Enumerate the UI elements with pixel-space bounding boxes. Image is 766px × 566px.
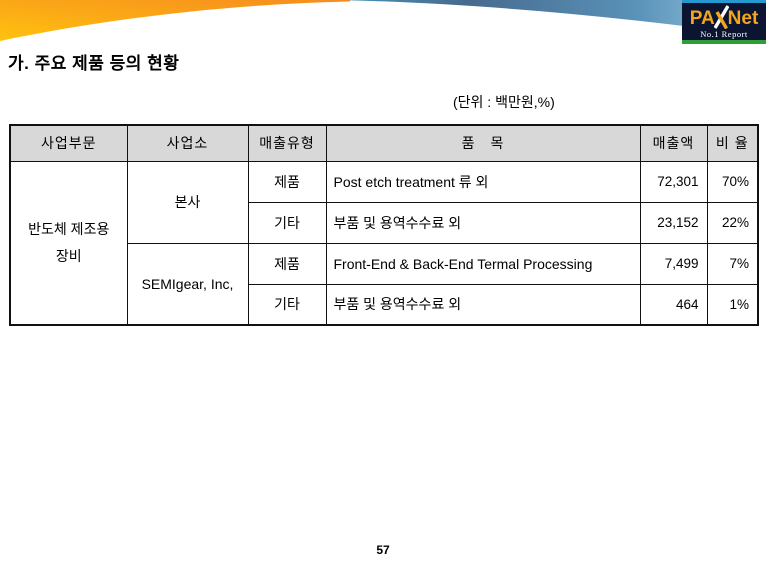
logo-tagline: No.1 Report — [700, 29, 748, 39]
col-header-sales-type: 매출유형 — [247, 124, 327, 162]
cell-ratio: 1% — [706, 283, 759, 326]
paxnet-logo: PA Net No.1 Report — [682, 0, 766, 44]
cell-office-headquarters: 본사 — [126, 160, 249, 244]
cell-item: Post etch treatment 류 외 — [325, 160, 641, 203]
cell-sales-type: 제품 — [247, 160, 327, 203]
col-header-ratio: 비 율 — [706, 124, 759, 162]
brand-suffix: Net — [727, 8, 759, 29]
cell-sales-type: 제품 — [247, 242, 327, 285]
page-number: 57 — [376, 543, 390, 557]
col-header-business-division: 사업부문 — [9, 124, 128, 162]
blue-wave-shape — [338, 0, 766, 37]
orange-wave-shape — [0, 0, 350, 41]
table-row: 기타 부품 및 용역수수료 외 23,152 22% — [10, 201, 759, 244]
cell-item: Front-End & Back-End Termal Processing — [325, 242, 641, 285]
cell-item: 부품 및 용역수수료 외 — [325, 201, 641, 244]
cell-ratio: 22% — [706, 201, 759, 244]
cell-ratio: 70% — [706, 160, 759, 203]
unit-note: (단위 : 백만원,%) — [453, 94, 555, 110]
cell-ratio: 7% — [706, 242, 759, 285]
cell-sales-amount: 23,152 — [639, 201, 708, 244]
cell-item: 부품 및 용역수수료 외 — [325, 283, 641, 326]
brand-x-icon — [713, 5, 729, 29]
cell-sales-type: 기타 — [247, 201, 327, 244]
table-row: 반도체 제조용 장비 본사 제품 Post etch treatment 류 외… — [9, 160, 759, 326]
cell-business-division: 반도체 제조용 장비 — [9, 160, 128, 326]
paxnet-brand: PA Net — [689, 4, 759, 29]
cell-sales-amount: 7,499 — [639, 242, 708, 285]
table-header-row: 사업부문 사업소 매출유형 품 목 매출액 비 율 — [9, 124, 759, 162]
cell-sales-amount: 72,301 — [639, 160, 708, 203]
col-header-sales-amount: 매출액 — [639, 124, 708, 162]
col-header-item: 품 목 — [325, 124, 641, 162]
cell-office-semigear: SEMIgear, Inc, — [126, 242, 249, 326]
table-row: 기타 부품 및 용역수수료 외 464 1% — [10, 283, 759, 326]
page-title: 가. 주요 제품 등의 현황 — [8, 54, 180, 73]
cell-sales-amount: 464 — [639, 283, 708, 326]
col-header-office: 사업소 — [126, 124, 249, 162]
brand-prefix: PA — [689, 8, 715, 29]
products-table: 사업부문 사업소 매출유형 품 목 매출액 비 율 반도체 제조용 장비 본사 … — [9, 124, 759, 326]
header-wave-graphic — [0, 0, 766, 41]
table-row: SEMIgear, Inc, 제품 Front-End & Back-End T… — [10, 242, 759, 326]
cell-sales-type: 기타 — [247, 283, 327, 326]
